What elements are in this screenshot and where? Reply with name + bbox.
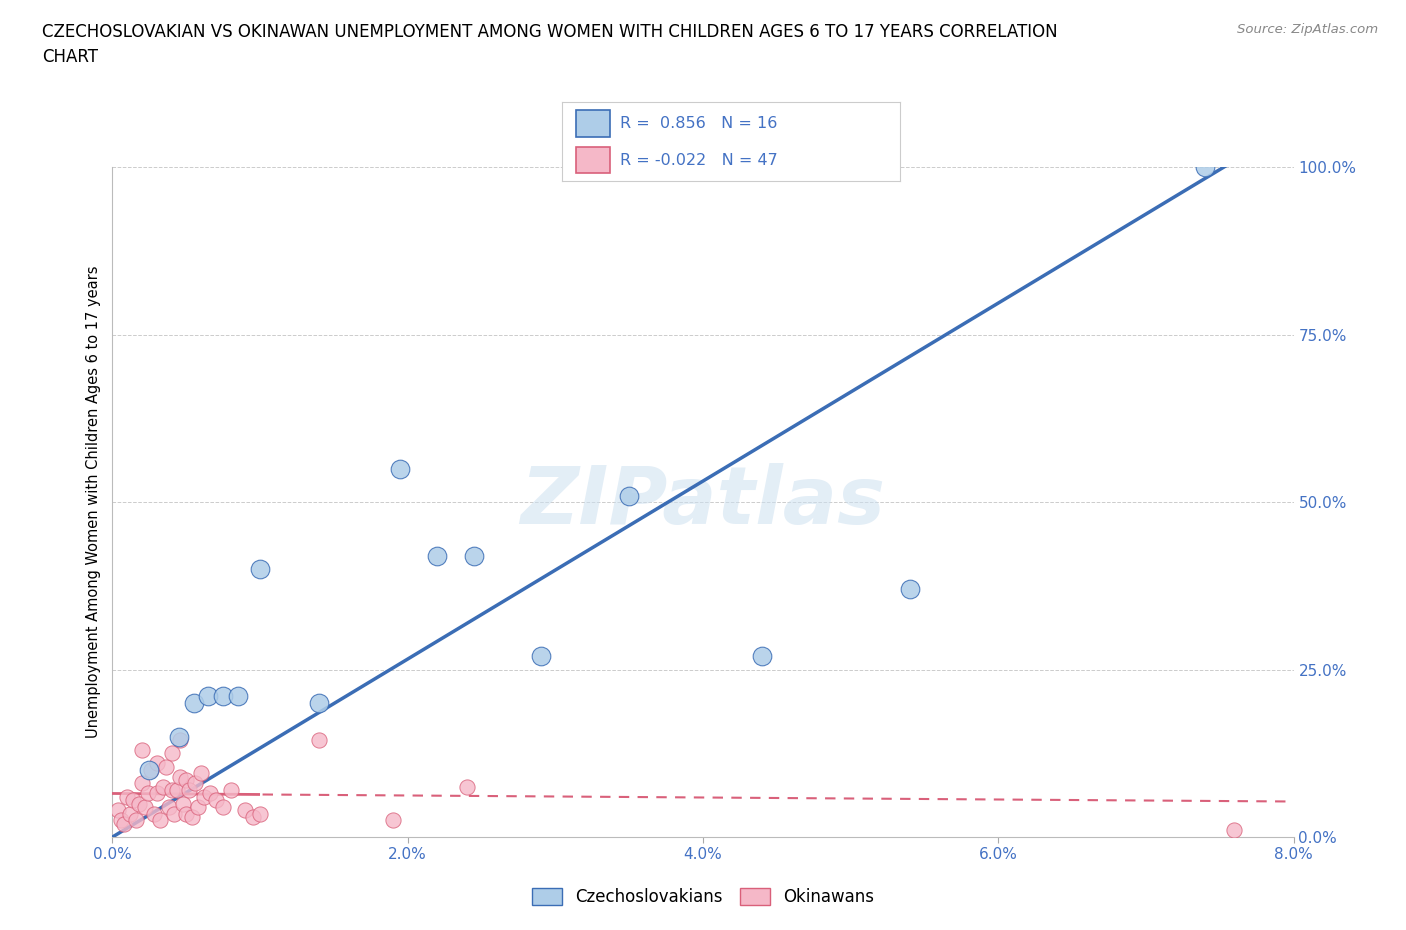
Point xyxy=(198,786,221,801)
Point xyxy=(205,792,228,807)
FancyBboxPatch shape xyxy=(576,147,610,174)
Point xyxy=(128,796,150,811)
Point xyxy=(107,803,129,817)
Point xyxy=(125,813,148,828)
Text: R = -0.022   N = 47: R = -0.022 N = 47 xyxy=(620,153,778,167)
Point xyxy=(163,806,186,821)
Point xyxy=(183,696,205,711)
Point xyxy=(122,792,145,807)
Point xyxy=(389,461,412,476)
Point xyxy=(157,800,180,815)
Point xyxy=(381,813,405,828)
Point xyxy=(249,562,271,577)
Point xyxy=(110,813,132,828)
Point xyxy=(884,846,907,861)
Point xyxy=(1194,160,1216,175)
Point xyxy=(172,796,194,811)
Point xyxy=(142,806,165,821)
Point xyxy=(136,786,159,801)
Y-axis label: Unemployment Among Women with Children Ages 6 to 17 years: Unemployment Among Women with Children A… xyxy=(86,266,101,738)
Point xyxy=(1223,823,1246,838)
Point xyxy=(242,809,264,824)
Point xyxy=(139,763,162,777)
Point xyxy=(308,733,330,748)
Point xyxy=(751,649,773,664)
Point xyxy=(212,689,235,704)
Point xyxy=(117,790,138,804)
Text: R =  0.856   N = 16: R = 0.856 N = 16 xyxy=(620,116,778,131)
Point xyxy=(131,742,153,757)
Point xyxy=(169,769,191,784)
FancyBboxPatch shape xyxy=(576,110,610,137)
Point xyxy=(233,803,256,817)
Point xyxy=(529,649,551,664)
Point xyxy=(426,549,449,564)
Text: Source: ZipAtlas.com: Source: ZipAtlas.com xyxy=(1237,23,1378,36)
Point xyxy=(167,729,190,744)
Point xyxy=(131,776,153,790)
Point xyxy=(174,806,197,821)
Point xyxy=(190,766,212,781)
Point xyxy=(212,800,235,815)
Point xyxy=(456,779,478,794)
Point xyxy=(146,756,169,771)
Point xyxy=(187,800,209,815)
Point xyxy=(174,773,197,788)
Point xyxy=(249,806,271,821)
Point xyxy=(152,779,174,794)
Point xyxy=(619,488,641,503)
Point xyxy=(463,549,485,564)
Point xyxy=(219,783,242,798)
Point xyxy=(193,790,215,804)
Point xyxy=(898,582,921,597)
Point xyxy=(226,689,249,704)
Legend: Czechoslovakians, Okinawans: Czechoslovakians, Okinawans xyxy=(526,881,880,912)
Point xyxy=(184,776,207,790)
Point xyxy=(179,783,201,798)
Point xyxy=(120,806,142,821)
Point xyxy=(155,759,177,774)
Point xyxy=(308,696,330,711)
Point xyxy=(169,733,191,748)
Text: CHART: CHART xyxy=(42,48,98,66)
Point xyxy=(112,817,135,831)
Point xyxy=(138,763,160,777)
Text: CZECHOSLOVAKIAN VS OKINAWAN UNEMPLOYMENT AMONG WOMEN WITH CHILDREN AGES 6 TO 17 : CZECHOSLOVAKIAN VS OKINAWAN UNEMPLOYMENT… xyxy=(42,23,1057,41)
Point xyxy=(134,800,156,815)
Point xyxy=(197,689,219,704)
Point xyxy=(160,746,183,761)
Point xyxy=(166,783,188,798)
Point xyxy=(181,809,204,824)
Text: ZIPatlas: ZIPatlas xyxy=(520,463,886,541)
Point xyxy=(149,813,172,828)
Point xyxy=(146,786,169,801)
Point xyxy=(160,783,183,798)
